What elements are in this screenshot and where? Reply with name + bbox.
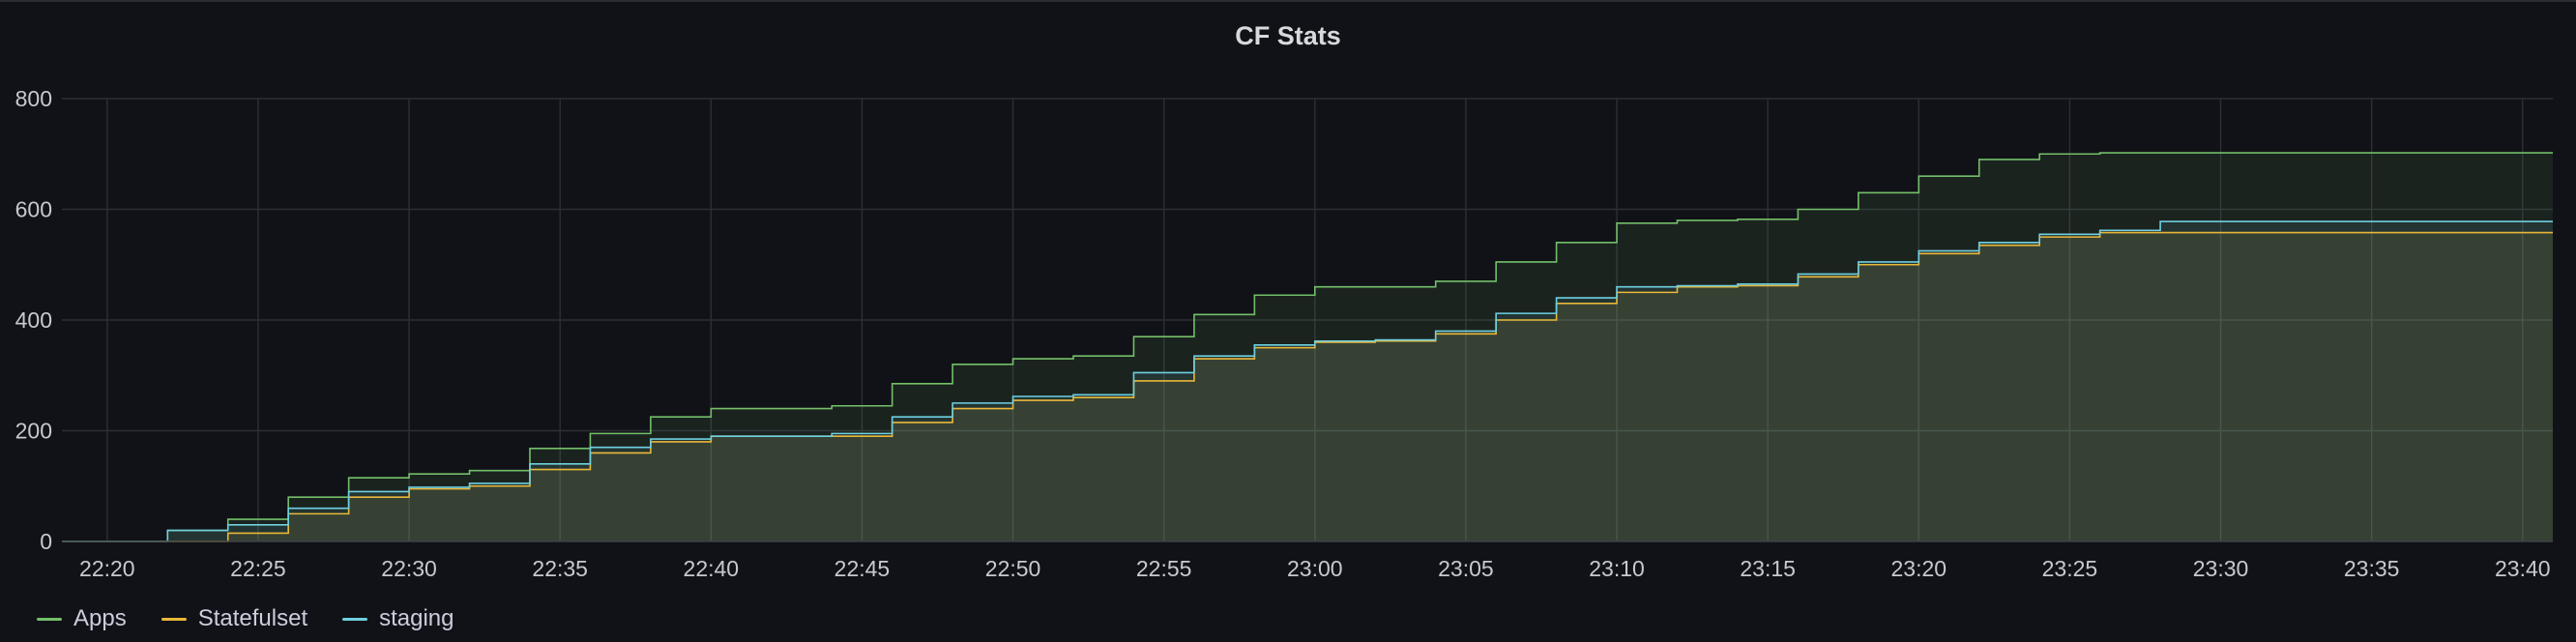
x-tick-label: 23:15 [1740, 556, 1796, 581]
x-tick-label: 22:50 [985, 556, 1041, 581]
y-tick-label: 200 [15, 419, 52, 444]
legend-swatch [161, 617, 187, 621]
x-tick-label: 23:40 [2495, 556, 2551, 581]
legend-label: staging [379, 605, 454, 631]
legend-label: Statefulset [197, 605, 308, 631]
x-tick-label: 22:25 [230, 556, 286, 581]
series-area-statefulset [62, 232, 2553, 542]
x-tick-label: 23:05 [1438, 556, 1494, 581]
series-line-staging [62, 220, 2553, 542]
legend-item-staging[interactable]: staging [342, 605, 454, 632]
panel-title[interactable]: CF Stats [1235, 21, 1341, 50]
x-tick-label: 22:55 [1136, 556, 1192, 581]
x-tick-label: 23:00 [1287, 556, 1343, 581]
x-tick-label: 22:35 [532, 556, 588, 581]
x-tick-label: 23:25 [2042, 556, 2098, 581]
x-tick-label: 23:35 [2344, 556, 2400, 581]
chart-legend: Apps Statefulset staging [37, 605, 454, 632]
legend-swatch [37, 617, 62, 621]
legend-item-statefulset[interactable]: Statefulset [161, 605, 307, 632]
x-tick-label: 22:20 [79, 556, 135, 581]
x-tick-label: 23:30 [2193, 556, 2249, 581]
series-line-apps [62, 152, 2553, 542]
x-tick-label: 22:45 [834, 556, 891, 581]
y-tick-label: 800 [15, 86, 52, 111]
x-tick-label: 23:10 [1589, 556, 1645, 581]
x-tick-label: 22:30 [381, 556, 437, 581]
series-area-staging [62, 221, 2553, 541]
x-tick-label: 23:20 [1891, 556, 1947, 581]
x-tick-label: 22:40 [684, 556, 740, 581]
legend-label: Apps [73, 605, 127, 631]
legend-item-apps[interactable]: Apps [37, 605, 127, 632]
y-tick-label: 600 [15, 197, 52, 222]
y-tick-label: 400 [15, 307, 52, 333]
legend-swatch [342, 617, 368, 621]
y-tick-label: 0 [40, 529, 52, 554]
